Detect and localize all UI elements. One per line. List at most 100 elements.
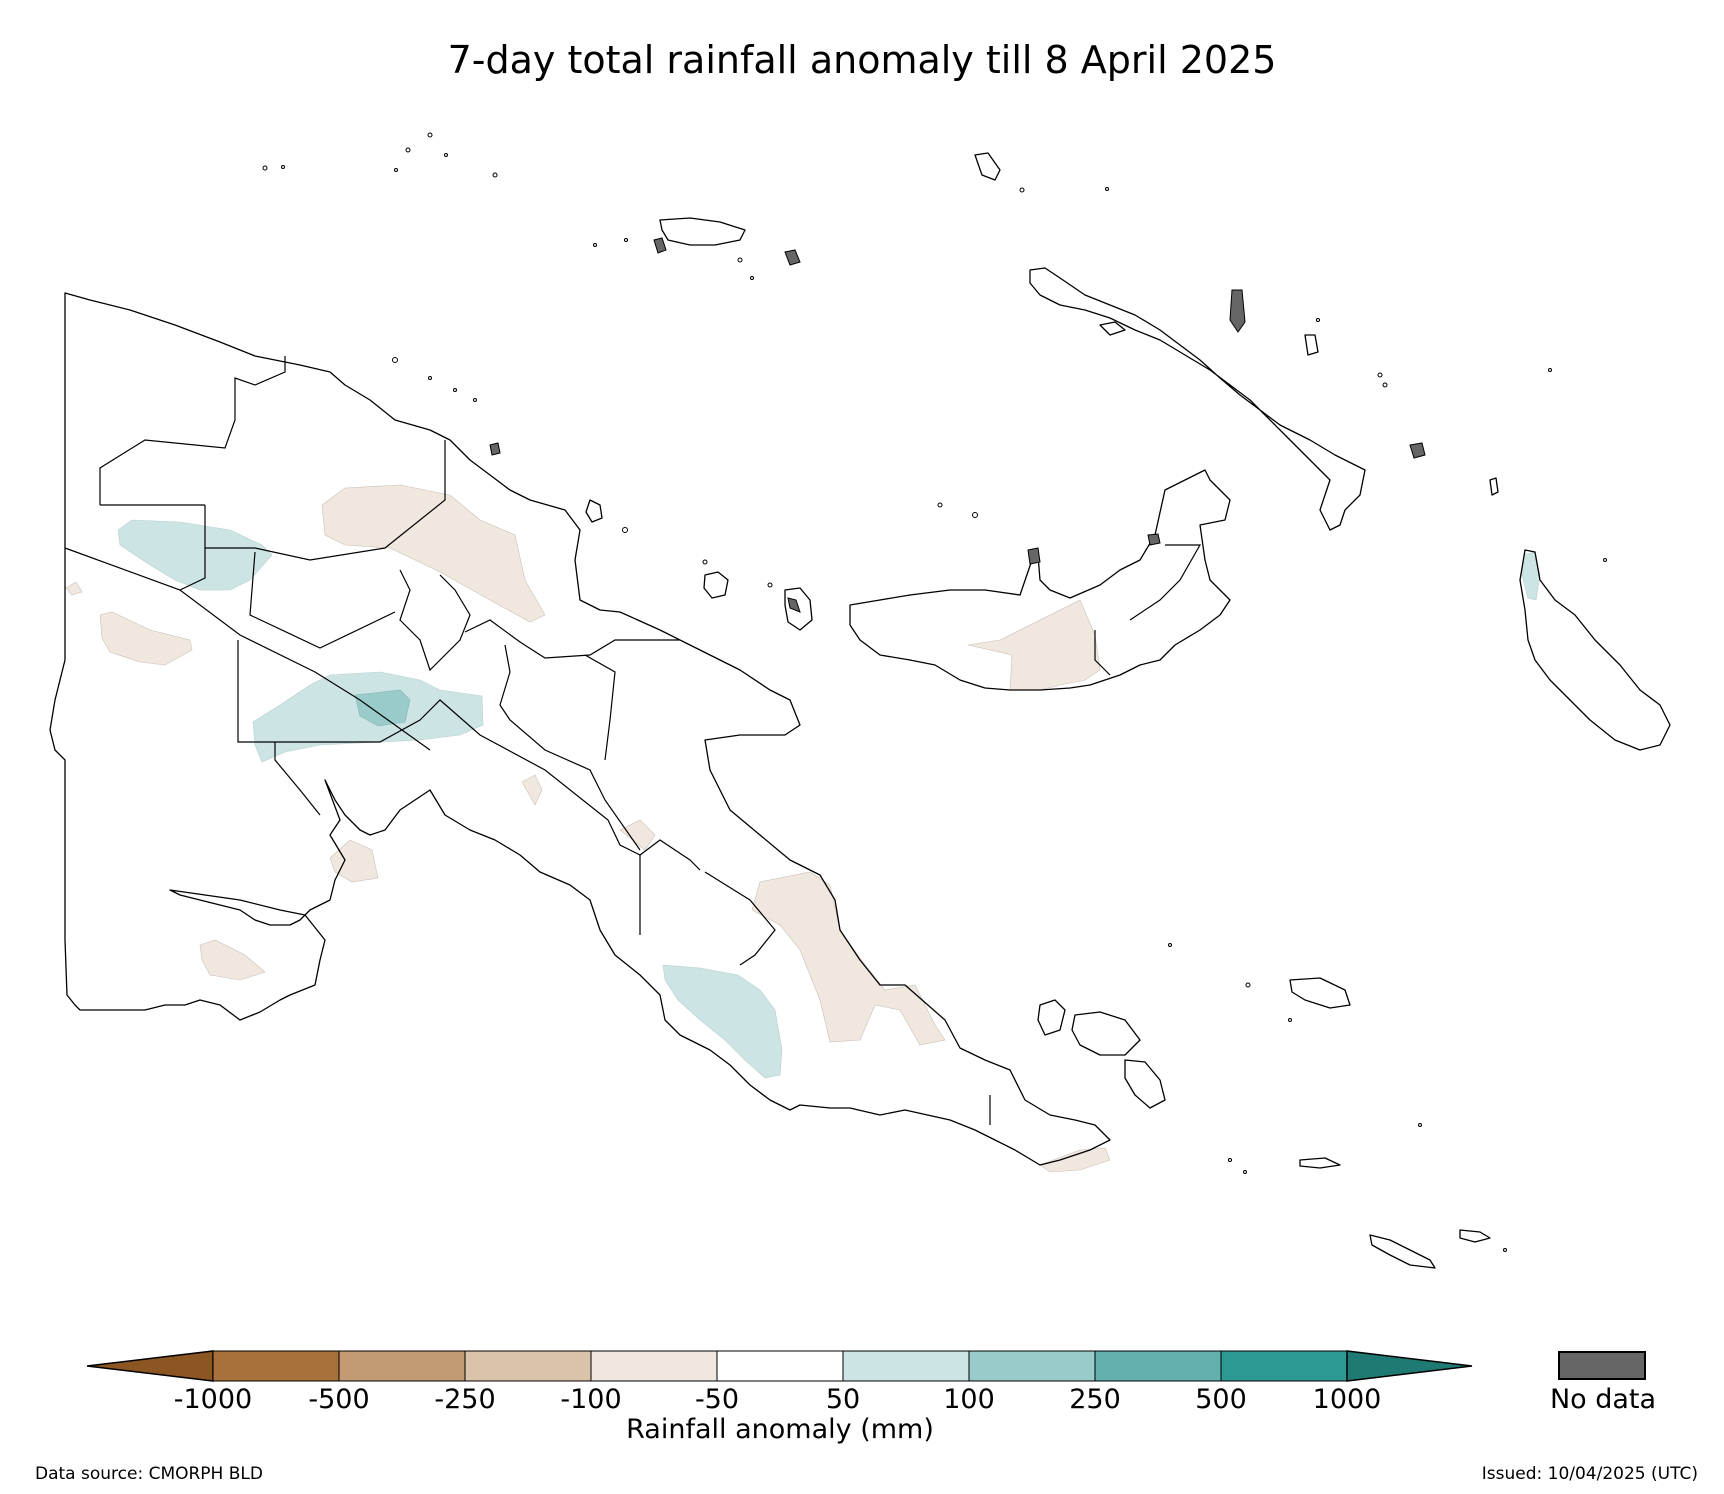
dry-anomaly-region [619, 819, 656, 851]
province-boundary [237, 640, 701, 871]
islet [937, 502, 943, 508]
wet-anomaly-region [662, 964, 783, 1079]
colorbar-extend-high [1346, 1350, 1473, 1382]
colorbar-bin [968, 1350, 1096, 1382]
islet [972, 512, 978, 518]
mussau-island-coastline [974, 152, 1001, 181]
sudest-island-coastline [1369, 1234, 1436, 1269]
islet [702, 559, 708, 565]
no-data-swatch [1558, 1351, 1646, 1380]
province-boundary [1129, 544, 1202, 621]
islet [1418, 1123, 1422, 1127]
islet [473, 398, 477, 402]
dry-anomaly-region [199, 939, 266, 981]
misima-island-coastline [1299, 1157, 1341, 1169]
islet [492, 172, 498, 178]
colorbar-tick-label: 1000 [1312, 1384, 1382, 1415]
islet [453, 388, 457, 392]
dry-anomaly-region [751, 871, 946, 1046]
dry-anomaly-region [329, 839, 379, 883]
no-data-patch [1409, 442, 1426, 459]
colorbar-tick-label: 50 [825, 1384, 861, 1415]
colorbar-bin [590, 1350, 718, 1382]
islet [750, 276, 754, 280]
dry-anomaly-region [967, 599, 1101, 691]
province-boundary [274, 742, 321, 816]
colorbar-tick-label: 500 [1195, 1384, 1247, 1415]
province-boundary [205, 440, 446, 561]
no-data-label: No data [1549, 1384, 1657, 1415]
province-boundary [704, 871, 776, 966]
data-source-note: Data source: CMORPH BLD [35, 1464, 263, 1484]
islet [1603, 558, 1607, 562]
no-data-patches [489, 237, 1426, 613]
colorbar-bin [842, 1350, 970, 1382]
wet-anomaly-region [1521, 551, 1541, 601]
manus-coastline [659, 217, 746, 246]
no-data-patch [489, 442, 501, 456]
issued-date-note: Issued: 10/04/2025 (UTC) [1481, 1464, 1698, 1484]
karkar-island-coastline [585, 499, 603, 523]
map-title: 7-day total rainfall anomaly till 8 Apri… [447, 38, 1277, 82]
dry-anomaly-region [1039, 1147, 1111, 1173]
wet-anomaly-region [117, 519, 273, 591]
fergusson-island-coastline [1071, 1011, 1141, 1056]
province-boundary [179, 505, 206, 591]
dry-anomaly-region [321, 484, 546, 623]
islet [1019, 187, 1025, 193]
islet [1316, 318, 1320, 322]
islet [1503, 1248, 1507, 1252]
colorbar-bin [716, 1350, 844, 1382]
colorbar-tick-label: -50 [694, 1384, 740, 1415]
islet [428, 376, 432, 380]
colorbar-label: Rainfall anomaly (mm) [626, 1414, 934, 1445]
rainfall-anomaly-map [49, 132, 1671, 1269]
province-boundary [584, 654, 616, 761]
islet [1548, 368, 1552, 372]
no-data-patch [784, 249, 801, 266]
islet [444, 153, 448, 157]
dry-anomaly-region [99, 611, 193, 666]
colorbar-bins [212, 1350, 1348, 1382]
islet [1382, 382, 1388, 388]
islet [1105, 187, 1109, 191]
province-boundaries [64, 356, 1202, 1125]
province-boundary [99, 356, 286, 505]
normanby-island-coastline [1124, 1059, 1166, 1109]
province-boundary [399, 569, 471, 672]
islet [427, 132, 433, 138]
islet [767, 582, 773, 588]
colorbar-bin [212, 1350, 340, 1382]
islet [281, 165, 285, 169]
colorbar-tick-label: 250 [1069, 1384, 1121, 1415]
colorbar-tick-label: -250 [434, 1384, 496, 1415]
islets [262, 132, 1607, 1252]
colorbar-bin [1220, 1350, 1348, 1382]
islet [405, 147, 411, 153]
islet [737, 257, 743, 263]
goodenough-island-coastline [1037, 999, 1066, 1036]
no-data-patch [1027, 547, 1041, 565]
islet [1228, 1158, 1232, 1162]
long-island-coastline [703, 571, 729, 599]
province-boundary [464, 619, 680, 659]
colorbar-bin [338, 1350, 466, 1382]
islet [1377, 372, 1383, 378]
colorbar-tick-label: -100 [560, 1384, 622, 1415]
new-ireland-coastline [1029, 267, 1366, 531]
islet [624, 238, 628, 242]
rossel-island-coastline [1459, 1229, 1491, 1243]
duke-of-york-coastline [1099, 321, 1126, 336]
tabar-island-coastline [1304, 334, 1319, 356]
bougainville-coastline [1519, 549, 1671, 751]
colorbar-tick-label: -1000 [173, 1384, 253, 1415]
mainland-coastline [49, 292, 1111, 1166]
province-boundary [64, 547, 431, 751]
umboi-island-coastline [784, 587, 813, 631]
colorbar-bin [464, 1350, 592, 1382]
colorbar-extend-low [86, 1350, 214, 1382]
islet [593, 243, 597, 247]
colorbar-tick-label: 100 [943, 1384, 995, 1415]
islet [392, 357, 398, 363]
anomaly-shading [65, 484, 1541, 1173]
